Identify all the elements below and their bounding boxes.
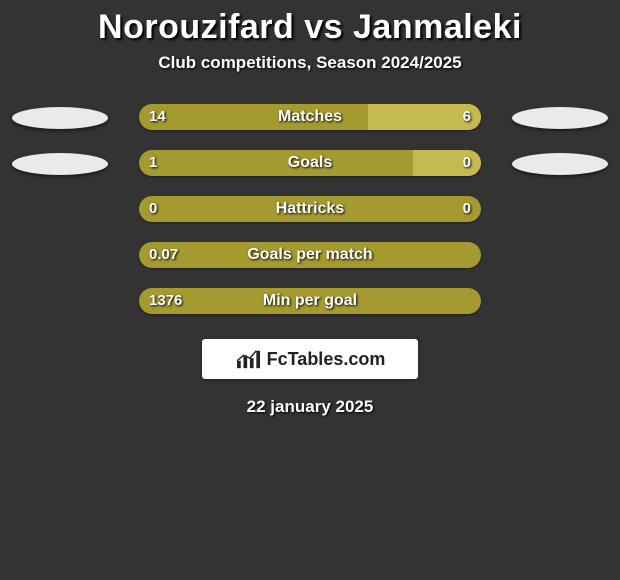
stat-row: 146Matches	[0, 101, 620, 147]
player-marker-left	[12, 153, 108, 175]
page-subtitle: Club competitions, Season 2024/2025	[0, 53, 620, 73]
stat-value-right: 6	[463, 104, 471, 130]
stat-value-right: 0	[463, 150, 471, 176]
stat-value-left: 1376	[149, 288, 182, 314]
bar-chart-icon	[235, 348, 263, 370]
stat-label: Min per goal	[139, 288, 481, 314]
stat-bar: 0.07Goals per match	[139, 242, 481, 268]
stat-value-left: 1	[149, 150, 157, 176]
player-marker-right	[512, 153, 608, 175]
stat-row: 0 0Hattricks	[0, 193, 620, 239]
branding-text: FcTables.com	[267, 349, 386, 370]
stat-row: 10Goals	[0, 147, 620, 193]
stat-value-left: 0.07	[149, 242, 178, 268]
stat-bar: 0 0Hattricks	[139, 196, 481, 222]
stat-value-right: 0	[463, 196, 471, 222]
stats-area: 146Matches10Goals00Hattricks0.07Goals pe…	[0, 101, 620, 331]
stat-row: 0.07Goals per match	[0, 239, 620, 285]
player-marker-right	[512, 107, 608, 129]
branding-badge: FcTables.com	[202, 339, 418, 379]
stat-label: Hattricks	[139, 196, 481, 222]
player-marker-left	[12, 107, 108, 129]
stat-bar: 146Matches	[139, 104, 481, 130]
stat-label: Goals per match	[139, 242, 481, 268]
stat-bar: 1376Min per goal	[139, 288, 481, 314]
stat-value-left: 0	[149, 196, 157, 222]
stat-bar: 10Goals	[139, 150, 481, 176]
page-title: Norouzifard vs Janmaleki	[0, 8, 620, 47]
stat-row: 1376Min per goal	[0, 285, 620, 331]
stat-value-left: 14	[149, 104, 166, 130]
snapshot-date: 22 january 2025	[0, 397, 620, 417]
comparison-infographic: Norouzifard vs Janmaleki Club competitio…	[0, 8, 620, 580]
